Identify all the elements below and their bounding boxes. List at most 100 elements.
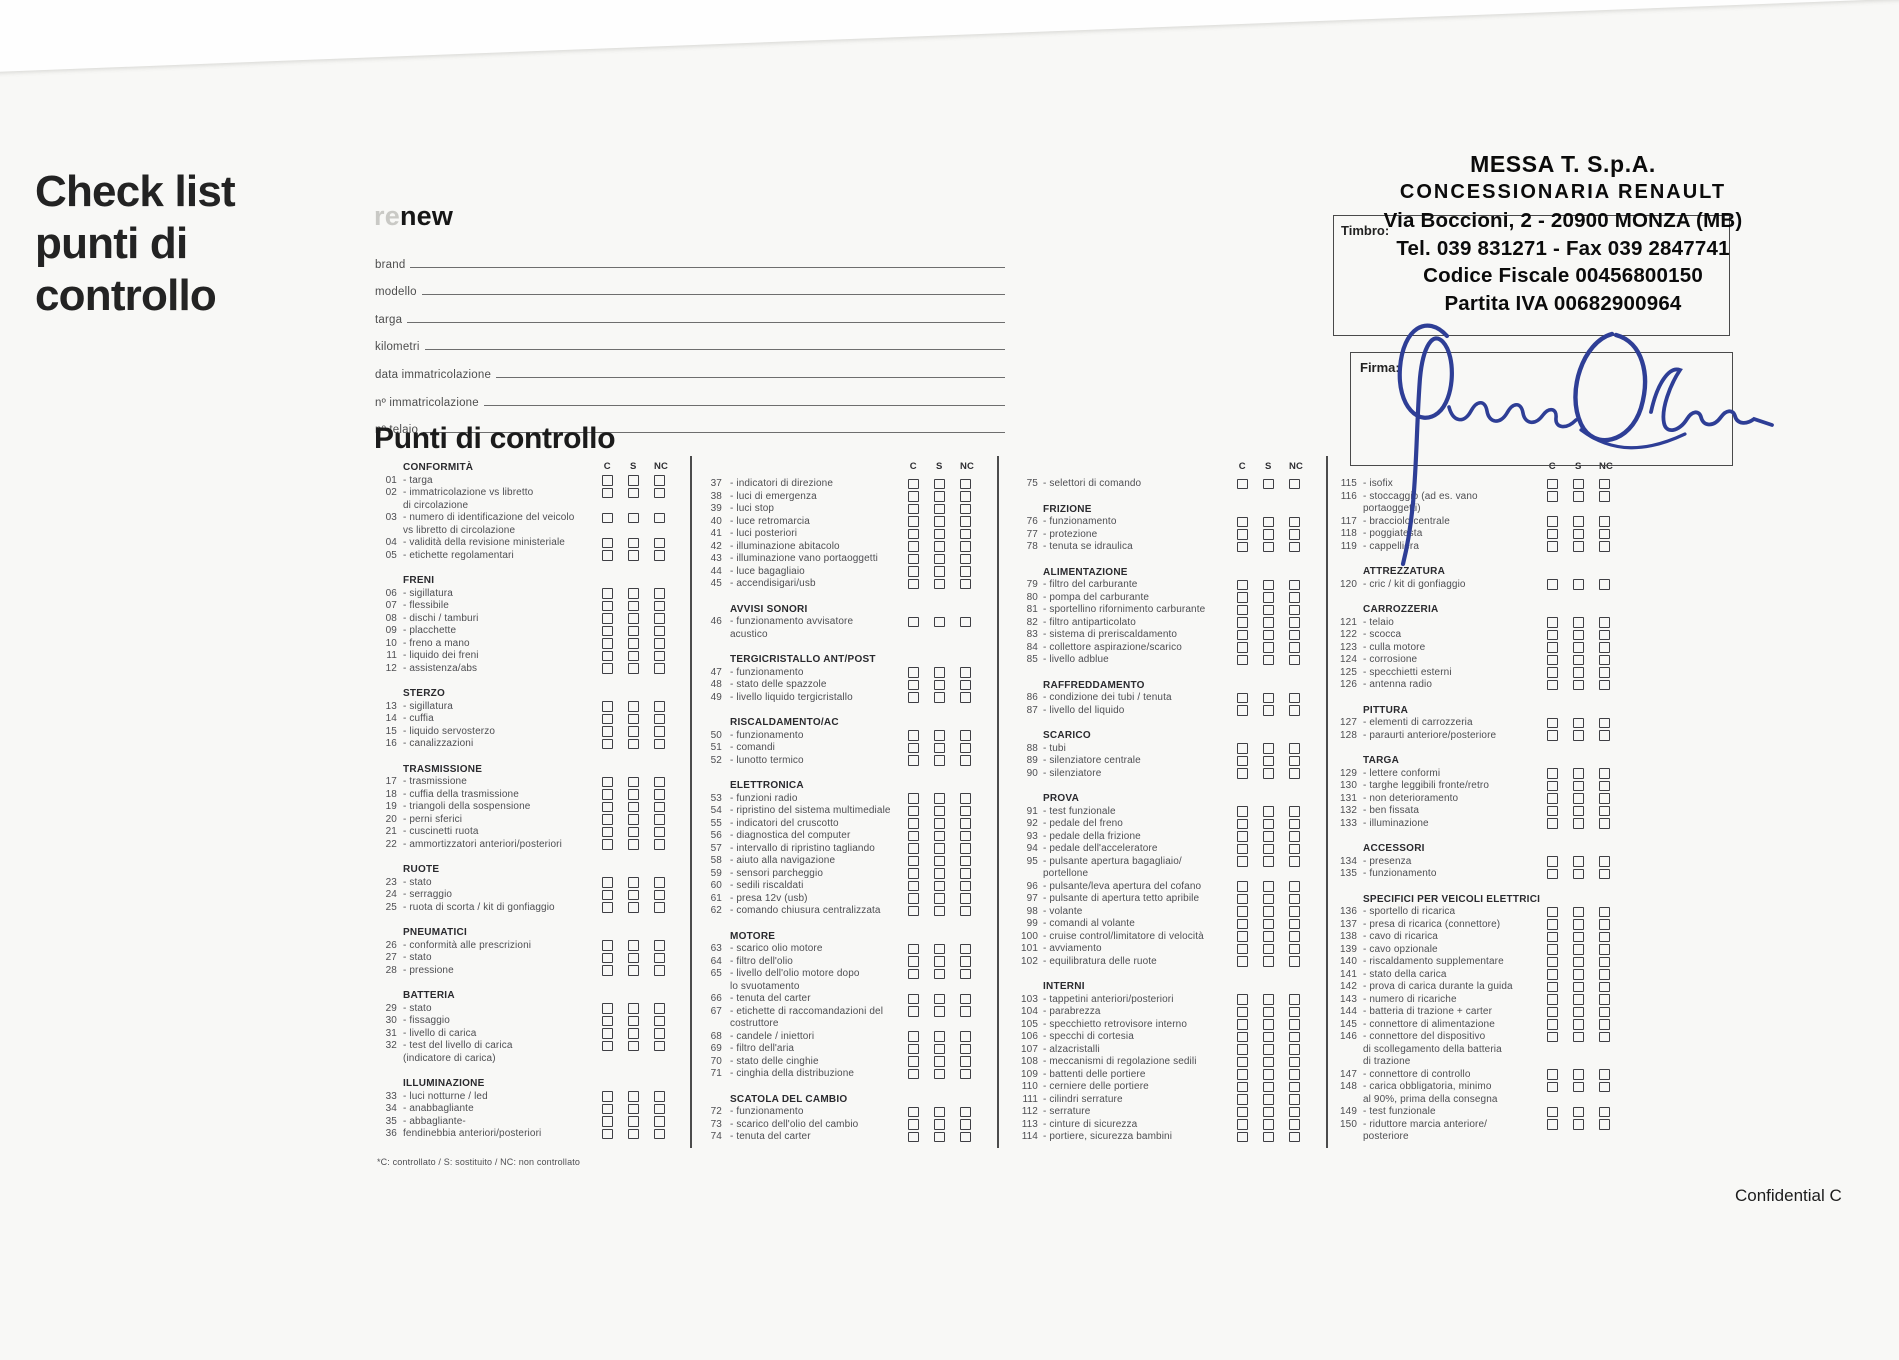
item-number: 91 — [1026, 805, 1038, 817]
item-number: 42 — [710, 540, 722, 552]
item-label: - lettere conformi — [1363, 767, 1441, 779]
checklist-item-70: 70 - stato delle cinghie — [682, 1056, 978, 1069]
checkbox-nc — [960, 742, 971, 753]
checkbox-s — [934, 578, 945, 589]
item-number: 145 — [1339, 1018, 1357, 1030]
checkbox-nc — [654, 588, 665, 599]
checkbox-c — [602, 625, 613, 636]
checkbox-s — [1263, 1094, 1274, 1105]
item-label: - tappetini anteriori/posteriori — [1043, 993, 1174, 1005]
item-label: - comandi — [730, 742, 775, 753]
item-label: - non deterioramento — [1363, 792, 1459, 804]
checkbox-c — [602, 877, 613, 888]
item-label: - culla motore — [1363, 641, 1426, 653]
checkbox-c — [1237, 806, 1248, 817]
section-header-label: ACCESSORI — [1363, 843, 1425, 854]
item-checkboxes — [1237, 592, 1300, 603]
item-checkboxes — [1547, 679, 1610, 690]
checkbox-c — [1547, 1019, 1558, 1030]
item-number: 123 — [1339, 641, 1357, 653]
checkbox-nc — [960, 1056, 971, 1067]
item-checkboxes — [908, 616, 971, 627]
item-number: 44 — [710, 565, 722, 577]
item-label: - funzionamento — [730, 666, 804, 678]
item-number: 140 — [1339, 956, 1357, 967]
checkbox-c — [1237, 1131, 1248, 1142]
checkbox-c — [1237, 768, 1248, 779]
item-label: - perni sferici — [403, 813, 463, 825]
checklist-item-95: 95 - pulsante apertura bagagliaio/ portel… — [1008, 856, 1304, 881]
checkbox-c — [602, 738, 613, 749]
item-label: - ammortizzatori anteriori/posteriori — [403, 838, 562, 850]
checkbox-s — [1263, 1119, 1274, 1130]
checklist-item-130: 130 - targhe leggibili fronte/retro — [1331, 780, 1615, 793]
checkbox-c — [1237, 516, 1248, 527]
checkbox-s — [1263, 604, 1274, 615]
legend-footnote: *C: controllato / S: sostituito / NC: no… — [377, 1157, 581, 1167]
checkbox-s — [1573, 780, 1584, 791]
checkbox-nc — [654, 650, 665, 661]
item-checkboxes — [1237, 806, 1300, 817]
item-checkboxes — [602, 713, 665, 724]
checkbox-s — [934, 1006, 945, 1017]
checkbox-c — [602, 475, 613, 486]
checklist-item-19: 19 - triangoli della sospensione — [353, 801, 671, 814]
checkbox-s — [1263, 654, 1274, 665]
checkbox-nc — [654, 613, 665, 624]
item-checkboxes — [1547, 969, 1610, 980]
checkbox-nc — [960, 880, 971, 891]
checklist-item-109: 109 - battenti delle portiere — [1008, 1069, 1304, 1082]
item-label: - sedili riscaldati — [730, 880, 804, 891]
checkbox-c — [1547, 1106, 1558, 1117]
checkbox-c — [908, 830, 919, 841]
checkbox-s — [1263, 692, 1274, 703]
checkbox-c — [908, 616, 919, 627]
item-checkboxes — [908, 528, 971, 539]
item-checkboxes — [1547, 1069, 1610, 1080]
checkbox-nc — [1289, 705, 1300, 716]
item-checkboxes — [602, 839, 665, 850]
item-label: - liquido servosterzo — [403, 725, 496, 737]
checkbox-c — [1547, 994, 1558, 1005]
checklist-item-57: 57 - intervallo di ripristino tagliando — [682, 843, 978, 856]
item-checkboxes — [1547, 516, 1610, 527]
checklist-item-82: 82 - filtro antiparticolato — [1008, 617, 1304, 630]
checkbox-c — [908, 541, 919, 552]
item-number: 48 — [710, 679, 722, 690]
checkbox-s — [1263, 1131, 1274, 1142]
checkbox-header-s: S — [630, 461, 637, 472]
checklist-item-64: 64 - filtro dell'olio — [682, 956, 978, 969]
checkbox-s — [628, 537, 639, 548]
checkbox-s — [1573, 528, 1584, 539]
document-title: Check list punti di controllo — [35, 167, 236, 320]
item-label: - test del livello di carica (indicatore… — [403, 1040, 513, 1064]
checkbox-c — [908, 1056, 919, 1067]
item-number: 57 — [710, 842, 722, 854]
item-label: - canalizzazioni — [403, 738, 474, 749]
item-number: 150 — [1339, 1118, 1357, 1130]
checkbox-c — [602, 726, 613, 737]
checklist-item-142: 142 - prova di carica durante la guida — [1331, 981, 1615, 994]
item-label: - indicatori di direzione — [730, 478, 834, 489]
item-label: - cappelliera — [1363, 540, 1420, 552]
checkbox-c — [1237, 906, 1248, 917]
checkbox-s — [1573, 868, 1584, 879]
item-checkboxes — [1237, 705, 1300, 716]
checkbox-s — [1263, 642, 1274, 653]
checkbox-s — [1263, 1106, 1274, 1117]
item-label: - alzacristalli — [1043, 1043, 1100, 1055]
item-label: - cilindri serrature — [1043, 1093, 1123, 1105]
item-number: 122 — [1339, 629, 1357, 640]
item-number: 60 — [710, 880, 722, 891]
item-checkboxes — [1237, 818, 1300, 829]
item-number: 63 — [710, 943, 722, 954]
item-checkboxes — [1547, 944, 1610, 955]
checkbox-s — [934, 843, 945, 854]
checkbox-s — [1573, 1019, 1584, 1030]
checkbox-nc — [654, 600, 665, 611]
item-number: 45 — [710, 578, 722, 589]
section-header: TERGICRISTALLO ANT/POST — [682, 654, 978, 667]
item-label: - tenuta del carter — [730, 1131, 811, 1142]
checkbox-nc — [960, 805, 971, 816]
checkbox-nc — [960, 893, 971, 904]
